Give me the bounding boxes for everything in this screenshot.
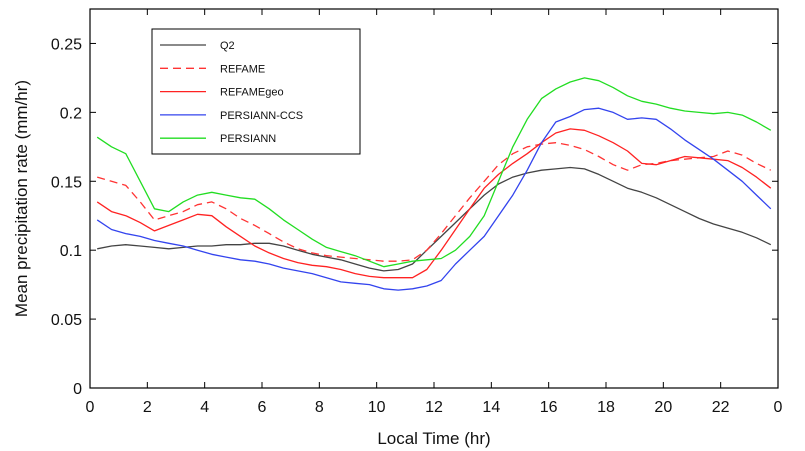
series-line-3 [96, 107, 772, 291]
x-tick-label: 8 [315, 399, 324, 416]
legend: Q2 REFAME REFAMEgeo PERSIANN-CCS PERSIANN [151, 28, 361, 155]
series-line-4 [96, 77, 772, 268]
x-tick-label: 2 [143, 399, 152, 416]
legend-label: PERSIANN-CCS [220, 110, 303, 122]
x-tick-label: 22 [712, 399, 730, 416]
y-tick-label: 0.05 [51, 312, 82, 329]
x-tick-label: 12 [425, 399, 443, 416]
x-tick-label: 4 [200, 399, 209, 416]
series-group [96, 77, 772, 291]
y-tick-label: 0.1 [60, 243, 82, 260]
legend-label: REFAMEgeo [220, 87, 284, 99]
legend-label: Q2 [220, 40, 235, 52]
x-axis-title: Local Time (hr) [377, 429, 490, 448]
series-line-2 [96, 128, 772, 279]
tick-group: 0 2 4 6 8 10 12 14 16 18 20 22 000.050.10.150.20.25 [51, 9, 783, 416]
series-line-0 [97, 166, 772, 272]
legend-label: REFAME [220, 63, 265, 75]
y-axis-title: Mean precipitation rate (mm/hr) [12, 80, 31, 317]
series-line-1 [97, 142, 772, 262]
legend-label: PERSIANN [220, 133, 276, 145]
x-tick-label: 20 [654, 399, 672, 416]
x-tick-label: 10 [368, 399, 386, 416]
y-tick-label: 0.25 [51, 36, 82, 53]
x-tick-label: 0 [774, 399, 783, 416]
y-tick-label: 0.2 [60, 105, 82, 122]
x-tick-label: 14 [482, 399, 500, 416]
x-tick-label: 18 [597, 399, 615, 416]
x-tick-label: 0 [86, 399, 95, 416]
y-tick-label: 0.15 [51, 174, 82, 191]
x-tick-label: 6 [258, 399, 267, 416]
x-tick-label: 16 [540, 399, 558, 416]
y-tick-label: 0 [73, 381, 82, 398]
